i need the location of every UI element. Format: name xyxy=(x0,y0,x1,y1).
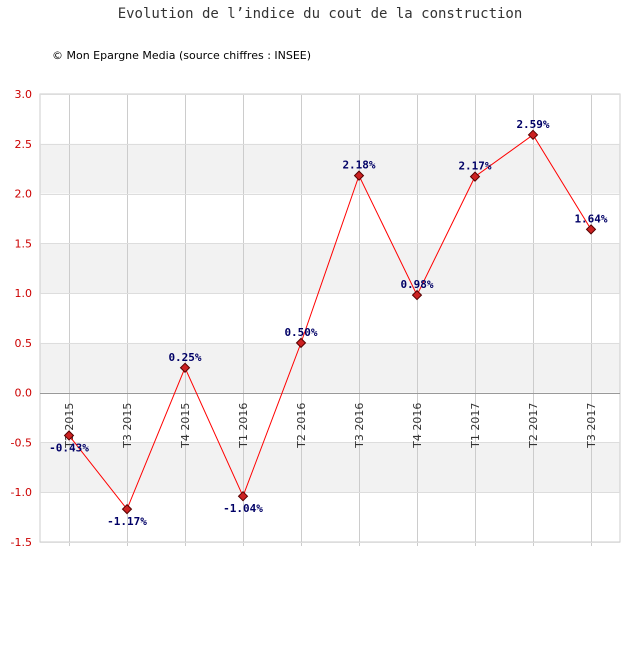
data-point xyxy=(585,224,597,235)
data-label: 2.59% xyxy=(516,118,549,131)
data-label: -1.17% xyxy=(107,515,147,528)
y-tick-label: 0.5 xyxy=(15,337,33,350)
x-tick-label: T4 2015 xyxy=(179,403,192,449)
y-tick-label: 1.0 xyxy=(15,287,33,300)
data-label: 0.98% xyxy=(400,278,433,291)
data-point xyxy=(63,430,75,441)
data-label: 1.64% xyxy=(574,212,607,225)
grid-band xyxy=(40,143,620,194)
x-axis-ticks: T2 2015 T3 2015 T4 2015 T1 2016 T2 2016 T3 20… xyxy=(63,403,598,449)
y-tick-label: -1.5 xyxy=(11,536,32,549)
background-bands xyxy=(40,143,620,493)
y-tick-label: -1.0 xyxy=(11,486,32,499)
grid-band xyxy=(40,342,620,393)
series-polyline xyxy=(68,134,592,511)
y-tick-label: -0.5 xyxy=(11,436,32,449)
data-label: 2.18% xyxy=(342,159,375,172)
x-tick-label: T2 2016 xyxy=(295,403,308,449)
data-point xyxy=(353,170,365,181)
data-point xyxy=(295,337,307,349)
x-tick-label: T1 2016 xyxy=(237,403,250,449)
data-point xyxy=(121,503,133,515)
data-label: -0.43% xyxy=(49,441,89,454)
chart-credit: © Mon Epargne Media (source chiffres : I… xyxy=(52,49,312,62)
data-points xyxy=(63,129,597,515)
x-tick-label: T3 2016 xyxy=(353,403,366,449)
y-tick-label: 1.5 xyxy=(15,237,33,250)
data-label: 2.17% xyxy=(458,160,491,173)
x-tick-label: T3 2015 xyxy=(121,403,134,449)
data-label: 0.50% xyxy=(284,326,317,339)
data-label: 0.25% xyxy=(168,351,201,364)
x-tick-label: T4 2016 xyxy=(411,403,424,449)
data-point xyxy=(179,362,191,373)
grid-band xyxy=(40,442,620,493)
y-tick-label: 0.0 xyxy=(15,387,33,400)
x-tick-label: T3 2017 xyxy=(585,403,598,449)
data-point xyxy=(527,129,539,141)
gridlines xyxy=(39,93,621,546)
data-point xyxy=(237,490,249,502)
data-labels: -0.43% -1.17% 0.25% -1.04% 0.50% 2.18% 0.98% 2.… xyxy=(49,118,608,528)
data-label: -1.04% xyxy=(223,502,263,515)
x-tick-label: T1 2017 xyxy=(469,403,482,449)
y-axis-ticks: 3.0 2.5 2.0 1.5 1.0 0.5 0.0 -0.5 -1.0 -1.5 xyxy=(11,88,32,549)
x-tick-label: T2 2017 xyxy=(527,403,540,449)
data-point xyxy=(411,289,423,301)
y-tick-label: 2.0 xyxy=(15,188,33,201)
data-point xyxy=(469,171,481,182)
y-tick-label: 3.0 xyxy=(15,88,33,101)
grid-band xyxy=(40,243,620,294)
y-tick-label: 2.5 xyxy=(15,138,33,151)
chart-title: Evolution de l’indice du cout de la cons… xyxy=(117,6,523,22)
series-line xyxy=(68,134,592,511)
